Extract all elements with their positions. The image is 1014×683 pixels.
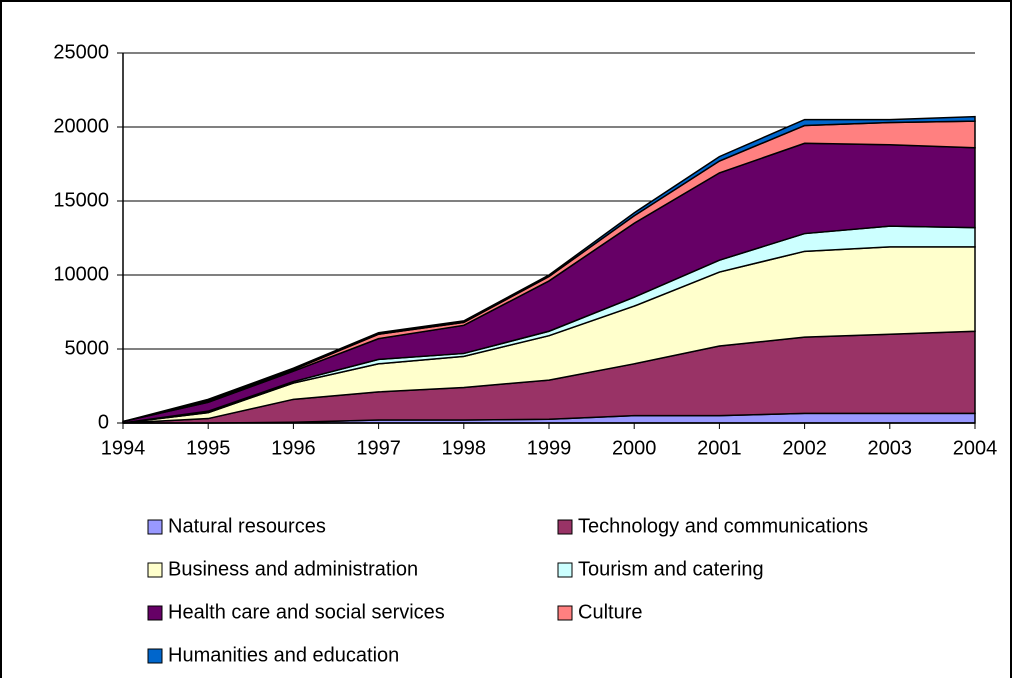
y-tick-label: 0 <box>98 411 109 433</box>
y-tick-label: 25000 <box>53 41 109 63</box>
area <box>122 115 976 423</box>
x-tick-label: 1997 <box>356 437 401 459</box>
legend-label: Culture <box>578 601 642 623</box>
x-tick-label: 2004 <box>953 437 998 459</box>
y-tick-label: 20000 <box>53 115 109 137</box>
legend-label: Business and administration <box>168 558 418 580</box>
y-tick-label: 5000 <box>65 337 110 359</box>
x-tick-label: 2002 <box>782 437 827 459</box>
legend-swatch <box>147 519 163 535</box>
x-tick-label: 1999 <box>527 437 572 459</box>
y-tick-label: 15000 <box>53 189 109 211</box>
legend-label: Tourism and catering <box>578 558 764 580</box>
legend-swatch <box>147 562 163 578</box>
legend-swatch <box>147 605 163 621</box>
x-tick-label: 2000 <box>612 437 657 459</box>
x-tick-label: 1994 <box>101 437 146 459</box>
x-tick-label: 1995 <box>186 437 231 459</box>
legend-swatch <box>557 605 573 621</box>
legend-label: Health care and social services <box>168 601 445 623</box>
legend-label: Humanities and education <box>168 644 399 666</box>
legend-label: Technology and communications <box>578 515 868 537</box>
legend-swatch <box>557 519 573 535</box>
x-tick-label: 2001 <box>697 437 742 459</box>
x-tick-label: 1998 <box>442 437 487 459</box>
x-tick-label: 1996 <box>271 437 316 459</box>
y-tick-label: 10000 <box>53 263 109 285</box>
legend-label: Natural resources <box>168 515 326 537</box>
x-tick-label: 2003 <box>868 437 913 459</box>
legend-swatch <box>147 648 163 664</box>
legend-swatch <box>557 562 573 578</box>
